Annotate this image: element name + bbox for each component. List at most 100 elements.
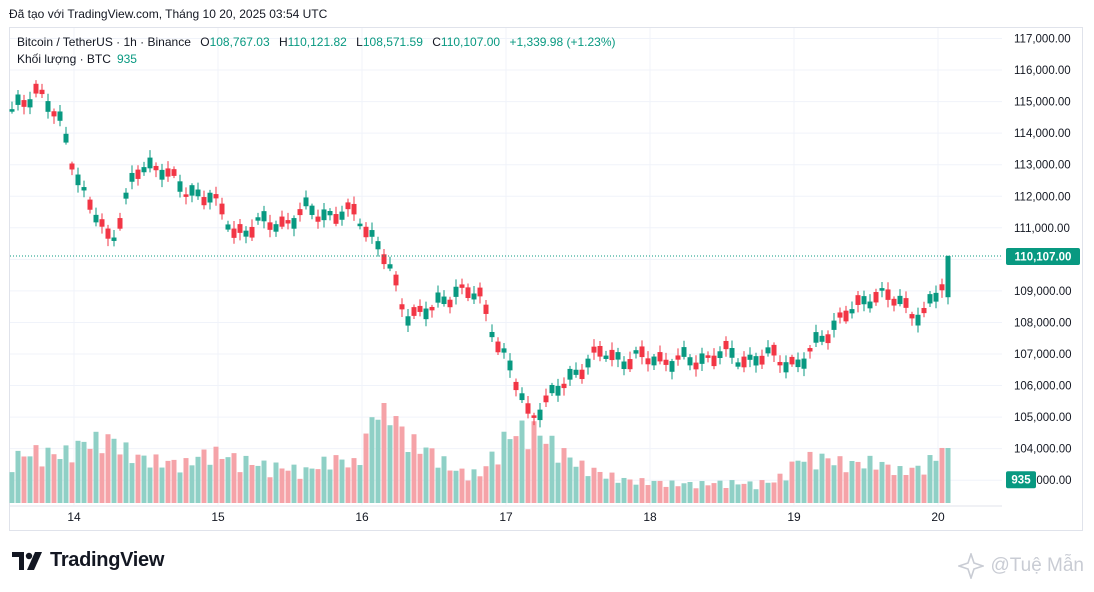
candle-body[interactable] <box>285 220 291 224</box>
candle-body[interactable] <box>411 307 417 316</box>
candle-body[interactable] <box>933 292 939 302</box>
candle-body[interactable] <box>351 203 357 215</box>
candle-body[interactable] <box>615 352 621 360</box>
candle-body[interactable] <box>303 197 309 207</box>
candle-body[interactable] <box>111 237 117 241</box>
candle-body[interactable] <box>327 210 333 216</box>
candle-body[interactable] <box>81 187 87 191</box>
candle-body[interactable] <box>453 286 459 297</box>
candle-body[interactable] <box>597 345 603 357</box>
candle-body[interactable] <box>729 348 735 358</box>
candle-body[interactable] <box>447 299 453 308</box>
candle-body[interactable] <box>651 356 657 366</box>
candle-body[interactable] <box>555 385 561 396</box>
candle-body[interactable] <box>291 218 297 229</box>
candle-body[interactable] <box>747 354 753 360</box>
candle-body[interactable] <box>777 361 783 366</box>
candle-body[interactable] <box>27 99 33 108</box>
candle-body[interactable] <box>591 346 597 353</box>
candle-body[interactable] <box>705 355 711 358</box>
candle-body[interactable] <box>639 346 645 358</box>
candle-body[interactable] <box>261 211 267 222</box>
candle-body[interactable] <box>855 295 861 305</box>
candle-body[interactable] <box>621 361 627 370</box>
candle-body[interactable] <box>423 308 429 320</box>
candle-body[interactable] <box>603 355 609 359</box>
candle-body[interactable] <box>231 228 237 238</box>
candle-body[interactable] <box>585 358 591 368</box>
candle-body[interactable] <box>897 295 903 305</box>
candle-body[interactable] <box>771 344 777 356</box>
candle-body[interactable] <box>369 230 375 237</box>
candle-body[interactable] <box>495 341 501 353</box>
candle-body[interactable] <box>405 316 411 326</box>
candle-body[interactable] <box>297 209 303 216</box>
candle-body[interactable] <box>789 356 795 365</box>
candle-body[interactable] <box>861 296 867 305</box>
candle-body[interactable] <box>477 287 483 297</box>
candle-body[interactable] <box>345 202 351 210</box>
candle-body[interactable] <box>525 403 531 414</box>
candle-body[interactable] <box>333 214 339 224</box>
candle-body[interactable] <box>675 355 681 360</box>
candle-body[interactable] <box>807 348 813 352</box>
candle-body[interactable] <box>843 310 849 322</box>
candle-body[interactable] <box>825 334 831 344</box>
candle-body[interactable] <box>279 216 285 227</box>
candle-body[interactable] <box>219 203 225 215</box>
candle-body[interactable] <box>75 174 81 186</box>
candle-body[interactable] <box>693 362 699 370</box>
candle-body[interactable] <box>465 287 471 299</box>
candle-body[interactable] <box>171 169 177 176</box>
candle-body[interactable] <box>537 409 543 421</box>
candle-body[interactable] <box>375 241 381 250</box>
candle-body[interactable] <box>711 355 717 367</box>
candle-body[interactable] <box>939 284 945 291</box>
candle-body[interactable] <box>657 352 663 362</box>
candle-body[interactable] <box>579 369 585 380</box>
candle-body[interactable] <box>177 181 183 192</box>
candle-body[interactable] <box>753 356 759 366</box>
candle-body[interactable] <box>273 224 279 232</box>
candle-body[interactable] <box>87 199 93 210</box>
candle-body[interactable] <box>69 163 75 170</box>
candle-body[interactable] <box>627 359 633 370</box>
candle-body[interactable] <box>51 111 57 117</box>
candle-body[interactable] <box>21 100 27 107</box>
candle-body[interactable] <box>837 312 843 318</box>
candle-body[interactable] <box>189 185 195 196</box>
candle-body[interactable] <box>363 226 369 238</box>
candle-body[interactable] <box>147 157 153 169</box>
candle-body[interactable] <box>99 219 105 227</box>
candle-body[interactable] <box>183 194 189 197</box>
candle-body[interactable] <box>735 362 741 367</box>
candle-body[interactable] <box>687 357 693 366</box>
symbol-name[interactable]: Bitcoin / TetherUS · 1h · Binance <box>17 35 191 49</box>
candle-body[interactable] <box>45 101 51 112</box>
candle-body[interactable] <box>321 209 327 221</box>
candle-body[interactable] <box>63 133 69 143</box>
candle-body[interactable] <box>903 298 909 308</box>
candle-body[interactable] <box>15 94 21 105</box>
candle-body[interactable] <box>801 358 807 369</box>
candle-body[interactable] <box>165 168 171 177</box>
candle-body[interactable] <box>489 331 495 338</box>
candle-body[interactable] <box>759 355 765 365</box>
candle-body[interactable] <box>669 361 675 372</box>
tradingview-logo[interactable]: TradingView <box>12 549 164 572</box>
candle-body[interactable] <box>381 254 387 265</box>
candle-body[interactable] <box>663 359 669 365</box>
candle-body[interactable] <box>813 332 819 343</box>
candle-body[interactable] <box>57 111 63 121</box>
candle-body[interactable] <box>249 226 255 238</box>
candle-body[interactable] <box>129 172 135 182</box>
candle-body[interactable] <box>819 335 825 342</box>
candle-body[interactable] <box>33 83 39 94</box>
candle-body[interactable] <box>699 353 705 364</box>
candle-body[interactable] <box>519 393 525 401</box>
candle-body[interactable] <box>153 165 159 171</box>
candle-body[interactable] <box>399 304 405 310</box>
candle-body[interactable] <box>159 169 165 180</box>
candle-body[interactable] <box>879 288 885 291</box>
